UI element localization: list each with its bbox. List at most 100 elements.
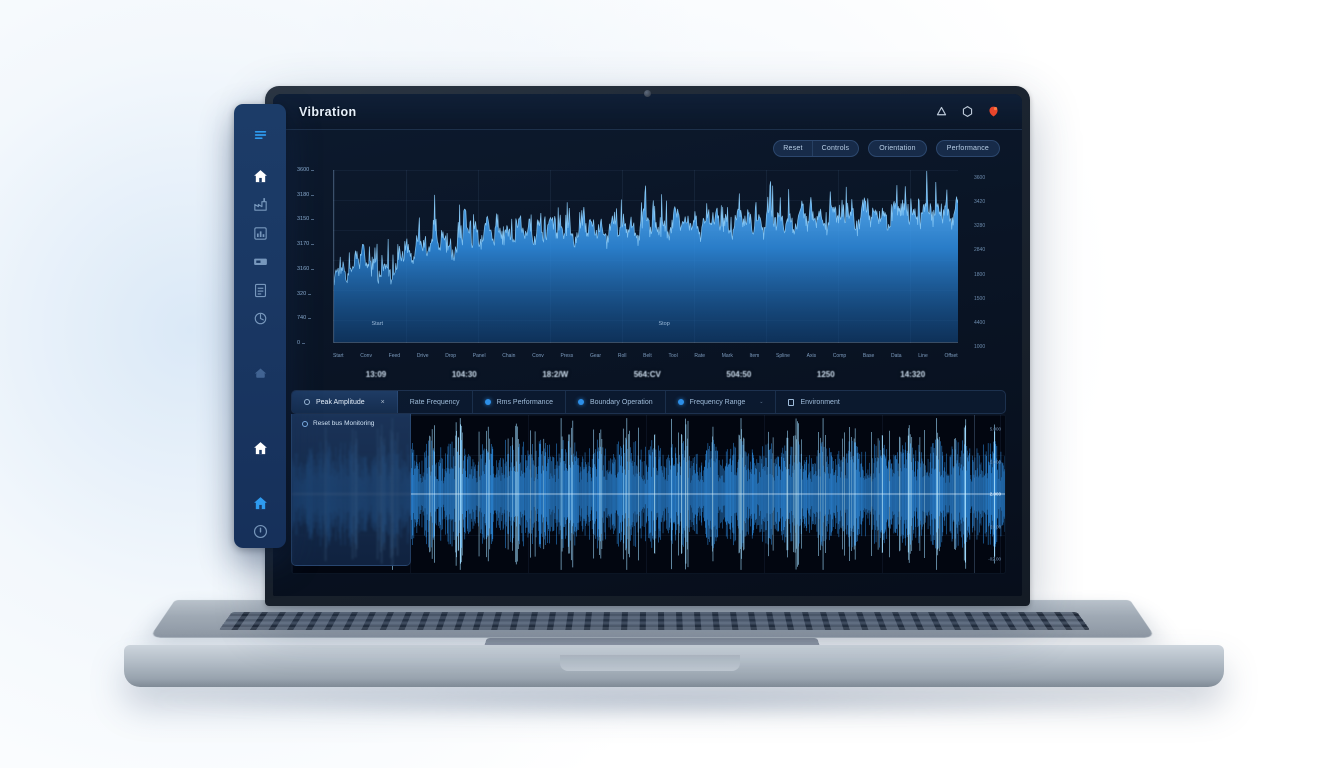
sync-icon (252, 310, 269, 327)
header-icon-group (935, 105, 1000, 118)
chart-x-tick: Spline (776, 353, 790, 359)
page-title: Vibration (299, 104, 357, 119)
sidebar-item-dashboard[interactable] (245, 436, 275, 461)
chart-x-tick: Data (890, 353, 902, 359)
chart-y-tick: 3150 (297, 216, 315, 223)
chart-x-major-label: 14:320 (900, 370, 926, 379)
tab-bar: Peak Amplitude × Rate Frequency Rms Perform… (291, 390, 1006, 414)
home-icon (252, 495, 269, 512)
sidebar-item-monitor[interactable] (245, 491, 275, 516)
dropdown-item-reset-monitoring[interactable]: Reset bus Monitoring (302, 420, 400, 427)
chart-y-tick-right: 1800 (974, 271, 986, 278)
tab-peak-amplitude[interactable]: Peak Amplitude × (292, 391, 398, 413)
tab-status-dot (577, 399, 584, 405)
toolbar-group-left[interactable]: Reset Controls (773, 140, 860, 157)
chart-y-tick: 740 (297, 315, 312, 322)
laptop-lid: Vibration (265, 86, 1030, 606)
sidebar (234, 104, 286, 548)
waveform-y-tick: 01.00 (989, 524, 1001, 529)
chart-x-tick: Comp (832, 353, 847, 359)
chart-x-major-label: 13:09 (365, 370, 387, 379)
tab-environment[interactable]: Environment (776, 391, 1005, 413)
chart-x-tick: Panel (472, 353, 486, 359)
waveform-y-tick: 5.000 (989, 459, 1001, 464)
laptop-base-notch (560, 655, 740, 671)
chart-y-tick-right: 3280 (974, 223, 986, 230)
chart-inner-label: Start (371, 321, 384, 328)
chart-y-tick: 320 (297, 290, 312, 297)
hamburger-icon (252, 126, 269, 143)
sidebar-item-factory[interactable] (245, 192, 275, 217)
chart-x-major-label: 18:2/W (542, 370, 569, 379)
sidebar-item-equipment[interactable] (245, 249, 275, 274)
sidebar-item-assets[interactable] (245, 362, 275, 387)
chart-y-tick: 3600 (297, 167, 315, 173)
sidebar-item-documents[interactable] (245, 278, 275, 303)
waveform-y-tick: 2.000 (989, 491, 1001, 497)
orientation-button[interactable]: Orientation (868, 140, 927, 157)
tab-rate-frequency[interactable]: Rate Frequency (398, 391, 473, 413)
chart-y-tick-right: 3420 (974, 199, 986, 206)
chart-y-axis: 3600 3180 3150 3170 3160 320 740 0 (291, 166, 333, 381)
chart-y-axis-right: 3600 3420 3280 2840 1800 1500 4400 1000 (958, 166, 1006, 381)
tab-label: Peak Amplitude (316, 398, 365, 406)
factory-icon (252, 196, 269, 213)
laptop-screen: Vibration (273, 94, 1022, 596)
sidebar-item-power[interactable] (245, 519, 275, 544)
chart-x-major-label: 104:30 (451, 370, 477, 379)
tab-boundary-operation[interactable]: Boundary Operation (566, 391, 666, 413)
toolbar: Reset Controls Orientation Performance (773, 140, 1000, 157)
chevron-down-icon[interactable]: ⌄ (759, 399, 764, 405)
chart-x-tick: Mark (721, 353, 733, 359)
tab-rms-performance[interactable]: Rms Performance (473, 391, 566, 413)
controls-button[interactable]: Controls (811, 141, 859, 156)
chart-x-tick: Start (333, 353, 344, 359)
tab-close-icon[interactable]: × (380, 398, 385, 406)
chart-y-tick-right: 4400 (974, 319, 986, 326)
chart-x-tick: Chain (502, 353, 516, 359)
peak-amplitude-dropdown[interactable]: Reset bus Monitoring (291, 414, 411, 566)
alert-icon[interactable] (987, 105, 1000, 118)
performance-button[interactable]: Performance (935, 140, 1000, 157)
chart-y-tick-right: 1000 (974, 344, 986, 350)
chart-x-tick: Roll (617, 353, 627, 359)
chart-x-major-label: 504:50 (726, 370, 752, 379)
chart-y-tick-right: 1500 (974, 295, 986, 302)
sidebar-item-reports[interactable] (245, 221, 275, 246)
chart-x-tick: Drive (416, 353, 429, 359)
reset-monitoring-icon (302, 420, 308, 427)
power-icon (252, 523, 269, 540)
tab-label: Rms Performance (496, 398, 553, 406)
waveform-y-axis: 5.000 5.000 2.000 01.00 -02.00 (971, 415, 1005, 573)
tab-status-square (788, 398, 795, 406)
chart-x-tick: Base (862, 353, 875, 359)
sidebar-menu-toggle[interactable] (245, 122, 275, 147)
tab-status-dot (677, 399, 684, 405)
chart-x-tick: Item (749, 353, 760, 359)
chart-plot-area[interactable]: Start Stop (333, 170, 958, 343)
vibration-area-series (334, 170, 958, 342)
chart-x-major-labels: 13:09 104:30 18:2/W 564:CV 504:50 1250 14:320 (333, 370, 958, 379)
app-header: Vibration (273, 94, 1022, 130)
waveform-axis-line (974, 415, 975, 573)
sidebar-item-sync[interactable] (245, 307, 275, 332)
sidebar-item-home[interactable] (245, 164, 275, 189)
laptop-keyboard (218, 612, 1091, 631)
vibration-chart-panel: Start Stop 3600 3180 3150 3170 3160 320 740 0 36… (291, 166, 1006, 381)
chart-y-tick: 0 (297, 340, 306, 346)
chart-x-tick: Drop (445, 353, 457, 359)
chart-x-axis: Start Conv Feed Drive Drop Panel Chain Conv Pres… (333, 353, 958, 359)
settings-icon[interactable] (961, 105, 974, 118)
chart-x-tick: Offset (944, 353, 958, 359)
waveform-y-tick: -02.00 (988, 556, 1001, 562)
reset-button[interactable]: Reset (783, 145, 803, 152)
tab-status-ring (304, 399, 310, 405)
tab-frequency-range[interactable]: Frequency Range ⌄ (666, 391, 777, 413)
report-icon (252, 225, 269, 242)
chart-x-major-label: 1250 (816, 370, 835, 379)
cloud-icon[interactable] (935, 105, 948, 118)
home-icon (252, 168, 269, 185)
equipment-icon (252, 253, 269, 270)
tab-label: Environment (800, 398, 840, 406)
